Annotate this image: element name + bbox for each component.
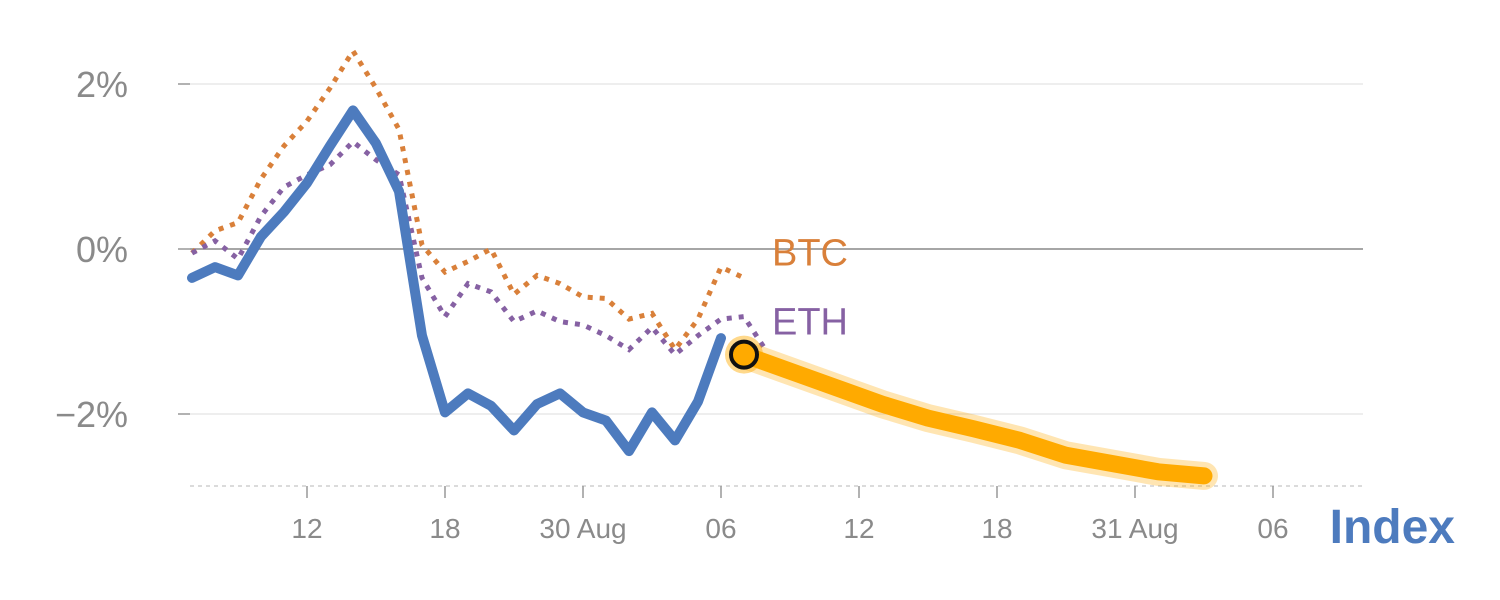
- x-axis-title: Index: [1330, 501, 1456, 554]
- y-tick-label: 0%: [76, 229, 128, 270]
- x-tick: 12: [291, 513, 322, 544]
- series-labels: BTC ETH: [772, 232, 848, 343]
- x-tick-label: 18: [981, 513, 1012, 544]
- y-tick-label: 2%: [76, 64, 128, 105]
- gridlines: [190, 83, 1363, 415]
- x-tick: 06: [705, 513, 736, 544]
- x-tick: 06: [1257, 513, 1288, 544]
- y-tick: 2%: [76, 64, 128, 105]
- series-line-index: [187, 105, 726, 457]
- x-tick: 12: [843, 513, 874, 544]
- y-tick-label: −2%: [55, 394, 128, 435]
- y-tick: 0%: [76, 229, 128, 270]
- y-axis: 2% 0% −2%: [55, 64, 190, 435]
- series-label-eth: ETH: [772, 302, 848, 344]
- x-tick: 18: [981, 513, 1012, 544]
- x-tick-label: 30 Aug: [539, 513, 626, 544]
- forecast-start-marker: [729, 339, 759, 370]
- x-axis: 12 18 30 Aug 06 12 18 31 Aug 06: [190, 485, 1363, 544]
- forecast-band: [735, 346, 1213, 485]
- x-tick-label: 12: [291, 513, 322, 544]
- x-tick-label: 12: [843, 513, 874, 544]
- x-tick: 18: [429, 513, 460, 544]
- x-tick: 31 Aug: [1091, 513, 1178, 544]
- series-line-eth: [190, 138, 770, 359]
- series-label-btc: BTC: [772, 232, 848, 274]
- x-tick-label: 31 Aug: [1091, 513, 1178, 544]
- x-tick-label: 18: [429, 513, 460, 544]
- x-tick-label: 06: [705, 513, 736, 544]
- series-lines: [187, 46, 1218, 490]
- y-tick: −2%: [55, 394, 128, 435]
- x-tick: 30 Aug: [539, 513, 626, 544]
- series-line-btc: [190, 46, 746, 354]
- x-tick-label: 06: [1257, 513, 1288, 544]
